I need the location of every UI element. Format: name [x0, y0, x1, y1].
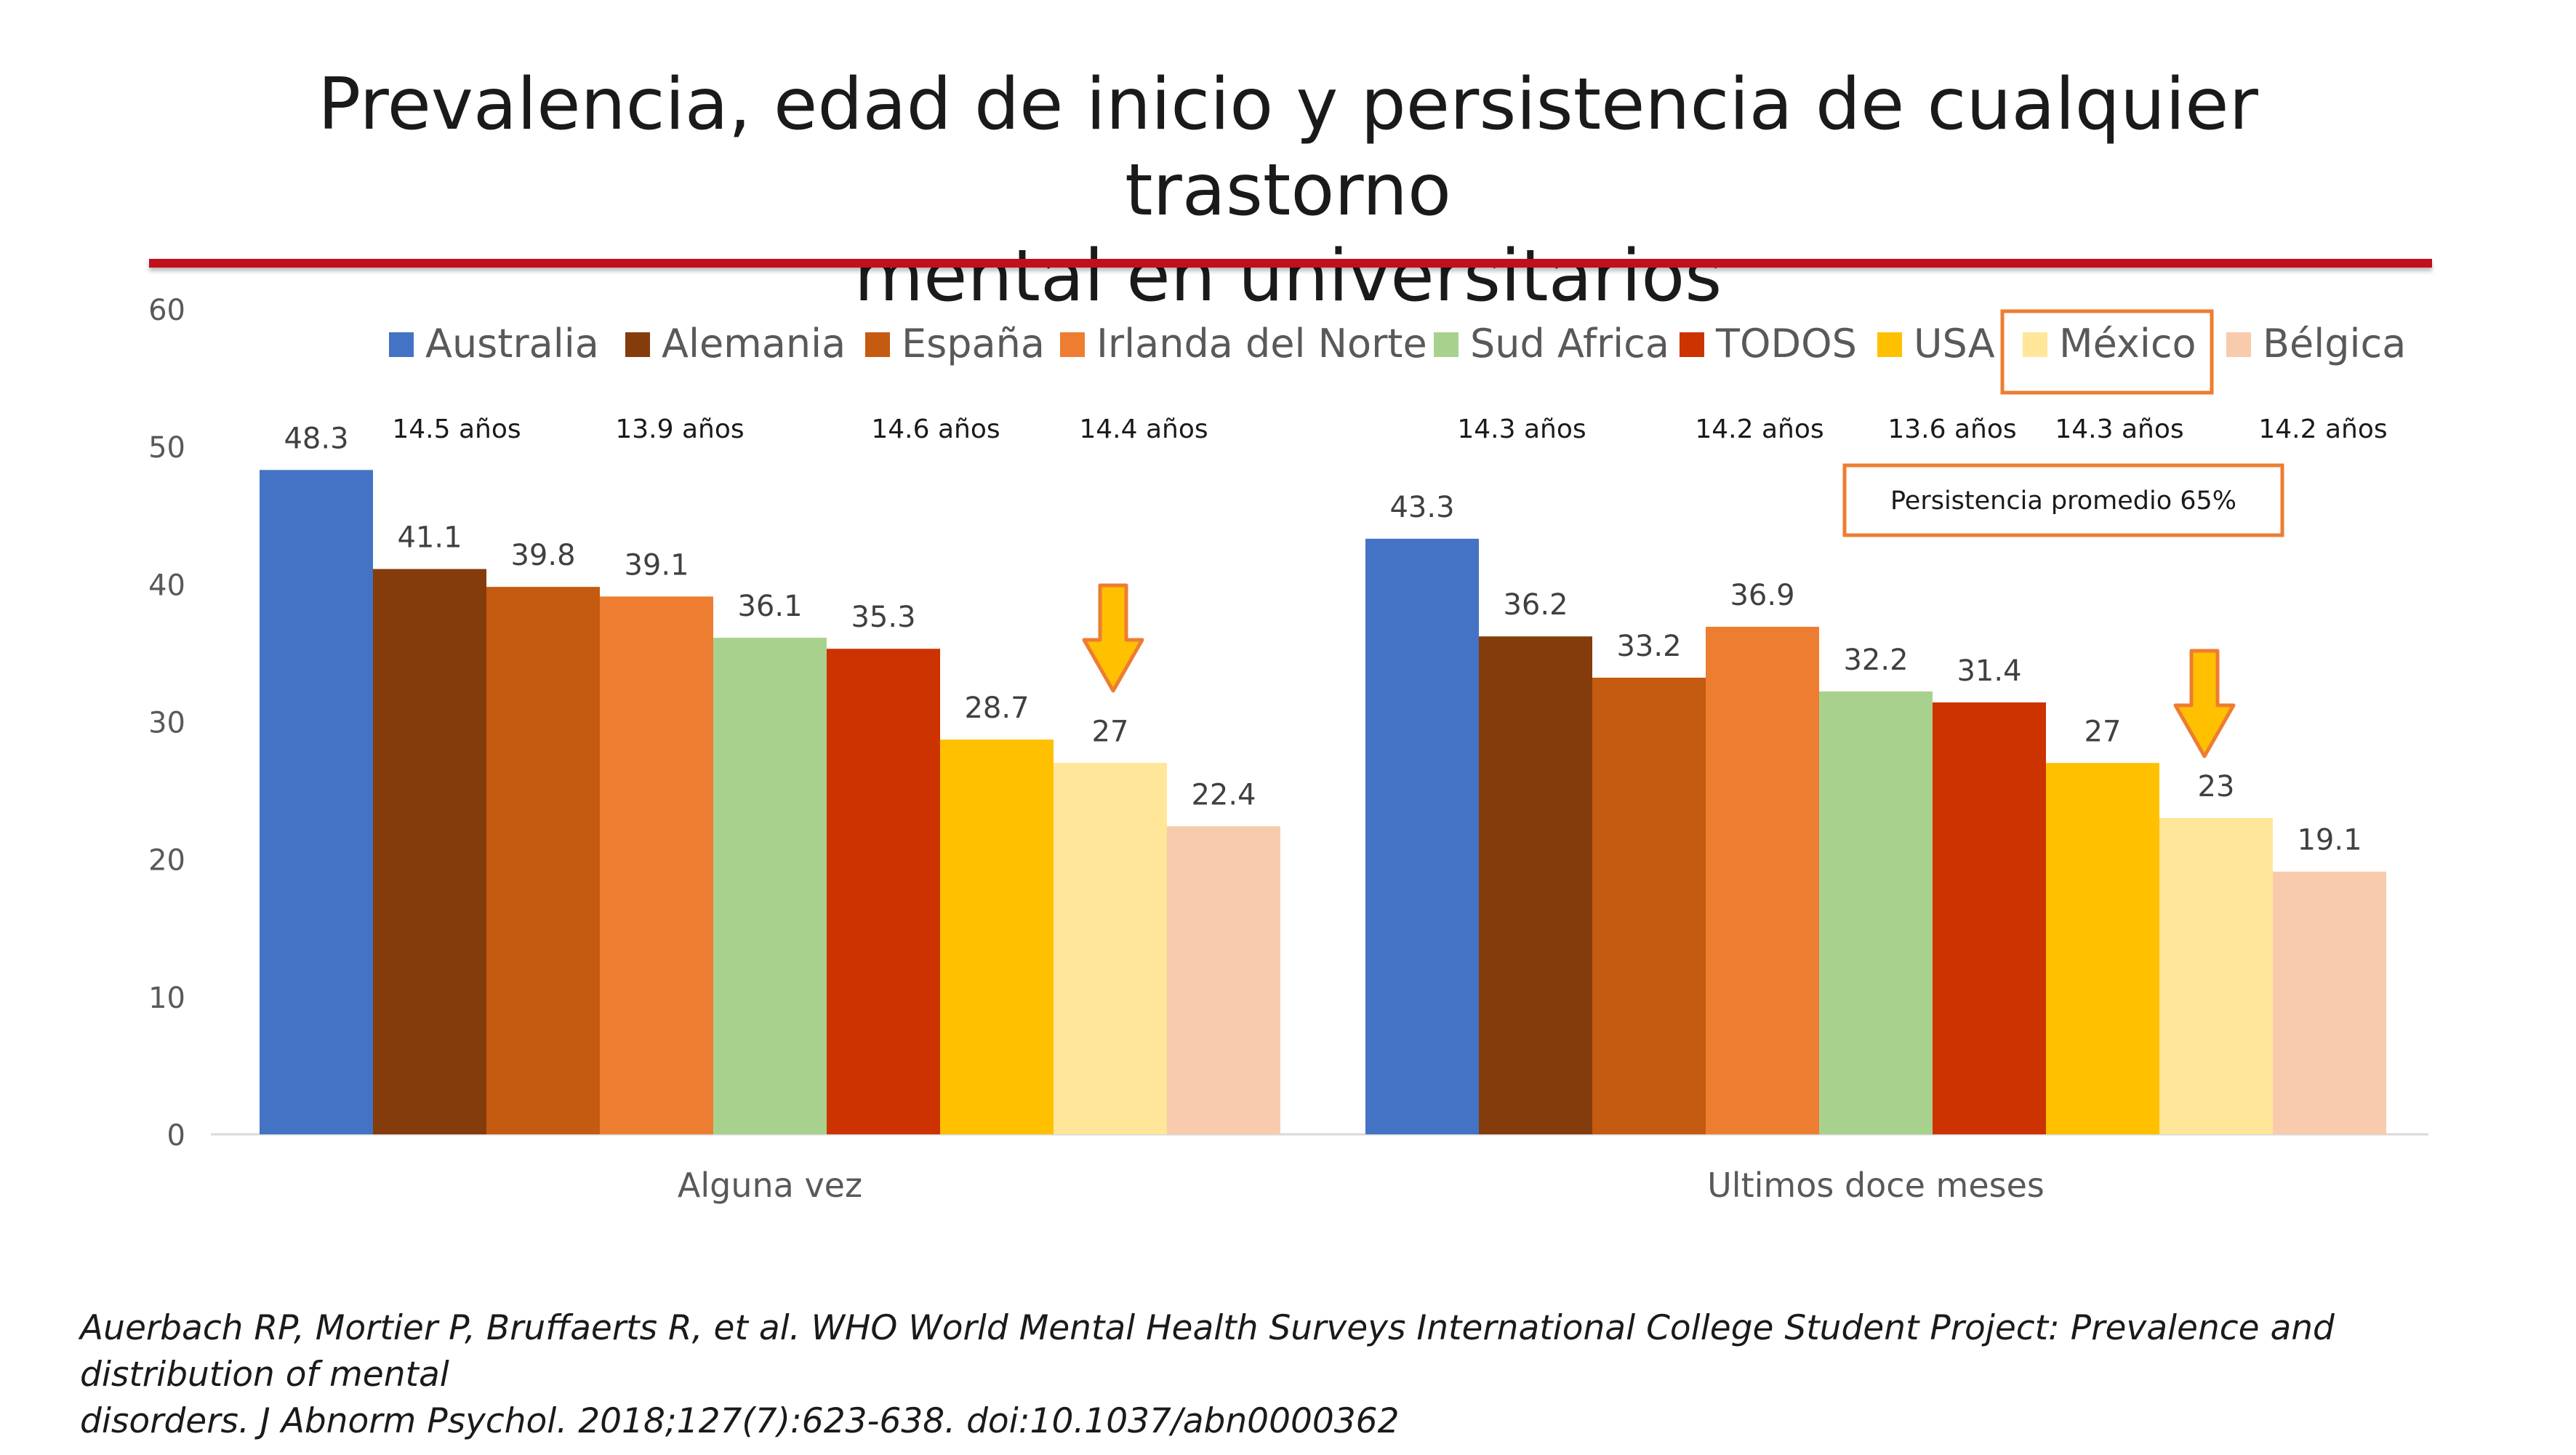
bar-value-label: 35.3	[851, 601, 915, 634]
slide-title: Prevalencia, edad de inicio y persistenc…	[145, 62, 2431, 319]
bar	[827, 649, 940, 1134]
onset-age-label: 14.3 años	[1457, 414, 1586, 444]
bar	[2159, 817, 2273, 1134]
bar-value-label: 27	[1092, 715, 1129, 748]
onset-age-label: 13.9 años	[615, 414, 744, 444]
highlight-arrow	[2173, 649, 2236, 758]
bar	[713, 638, 827, 1134]
bar-value-label: 22.4	[1191, 778, 1256, 811]
bar-value-label: 36.1	[737, 590, 802, 623]
bar-value-label: 43.3	[1389, 491, 1454, 524]
legend-highlight-box	[2000, 309, 2214, 395]
legend-swatch	[865, 332, 890, 357]
bar-value-label: 23	[2198, 770, 2235, 803]
legend-swatch	[625, 332, 650, 357]
bar	[1479, 636, 1592, 1134]
bar-value-label: 36.2	[1503, 588, 1568, 622]
y-tick-label: 10	[148, 982, 185, 1015]
legend-swatch	[2023, 332, 2047, 357]
title-line-2: mental en universitarios	[854, 235, 1722, 318]
y-tick-label: 60	[148, 294, 185, 327]
bar-value-label: 28.7	[964, 692, 1029, 725]
legend-label: USA	[1914, 321, 1995, 366]
onset-age-label: 14.3 años	[2055, 414, 2183, 444]
bar	[2273, 871, 2386, 1134]
bar	[1933, 702, 2046, 1134]
y-tick-label: 30	[148, 707, 185, 740]
category-label: Ultimos doce meses	[1707, 1166, 2045, 1205]
bar	[1592, 677, 1706, 1134]
legend-swatch	[389, 332, 414, 357]
onset-age-label: 13.6 años	[1887, 414, 2016, 444]
citation: Auerbach RP, Mortier P, Bruffaerts R, et…	[80, 1305, 2516, 1445]
legend-label: TODOS	[1715, 321, 1857, 366]
category-label: Alguna vez	[678, 1166, 862, 1205]
onset-age-label: 14.5 años	[392, 414, 521, 444]
legend-label: España	[902, 321, 1045, 366]
legend-swatch	[2226, 332, 2251, 357]
highlight-arrow	[1082, 583, 1144, 693]
bar-value-label: 36.9	[1730, 579, 1794, 612]
legend-swatch	[1680, 332, 1704, 357]
y-tick-label: 50	[148, 431, 185, 465]
legend-label: México	[2059, 321, 2196, 366]
bar	[1054, 763, 1167, 1134]
bar	[2046, 763, 2159, 1134]
legend-swatch	[1434, 332, 1458, 357]
bar	[1706, 626, 1819, 1134]
citation-line-1: Auerbach RP, Mortier P, Bruffaerts R, et…	[80, 1308, 2335, 1395]
bar-value-label: 27	[2085, 715, 2122, 748]
legend-label: Irlanda del Norte	[1096, 321, 1427, 366]
bar-value-label: 48.3	[284, 422, 348, 455]
title-line-1: Prevalencia, edad de inicio y persistenc…	[318, 63, 2258, 232]
legend-swatch	[1060, 332, 1085, 357]
bar	[260, 470, 373, 1134]
bar	[373, 569, 486, 1134]
bar	[1167, 826, 1280, 1134]
bar	[1819, 691, 1933, 1134]
bar-value-label: 41.1	[397, 521, 462, 555]
bar-value-label: 32.2	[1843, 644, 1908, 677]
citation-line-2: disorders. J Abnorm Psychol. 2018;127(7)…	[80, 1401, 1400, 1441]
onset-age-label: 14.4 años	[1079, 414, 1208, 444]
persistence-box	[1842, 463, 2284, 537]
title-divider	[149, 259, 2432, 268]
bar	[600, 596, 713, 1134]
onset-age-label: 14.6 años	[871, 414, 1000, 444]
bar-value-label: 39.8	[510, 539, 575, 572]
y-tick-label: 40	[148, 569, 185, 602]
bar	[1365, 538, 1479, 1134]
bar-value-label: 31.4	[1957, 654, 2021, 688]
y-tick-label: 20	[148, 844, 185, 878]
legend-label: Bélgica	[2263, 321, 2406, 366]
onset-age-label: 14.2 años	[1695, 414, 1823, 444]
legend-label: Australia	[425, 321, 599, 366]
bar	[940, 739, 1054, 1134]
onset-age-label: 14.2 años	[2258, 414, 2387, 444]
bar-value-label: 33.2	[1616, 630, 1681, 663]
legend-swatch	[1877, 332, 1902, 357]
legend-label: Sud Africa	[1470, 321, 1669, 366]
bar-value-label: 19.1	[2297, 824, 2362, 857]
bar-value-label: 39.1	[624, 548, 689, 582]
y-tick-label: 0	[167, 1119, 185, 1153]
bar	[486, 587, 600, 1134]
legend-label: Alemania	[662, 321, 846, 366]
persistence-label: Persistencia promedio 65%	[1890, 486, 2236, 516]
